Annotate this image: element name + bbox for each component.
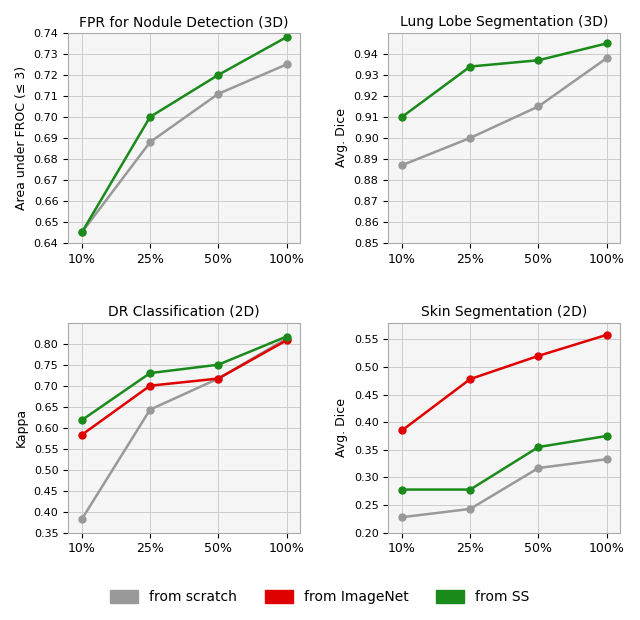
Title: Skin Segmentation (2D): Skin Segmentation (2D) [421, 305, 588, 319]
Y-axis label: Avg. Dice: Avg. Dice [335, 398, 348, 457]
Y-axis label: Avg. Dice: Avg. Dice [335, 108, 348, 167]
Legend: from scratch, from ImageNet, from SS: from scratch, from ImageNet, from SS [105, 585, 535, 610]
Title: FPR for Nodule Detection (3D): FPR for Nodule Detection (3D) [79, 15, 289, 29]
Title: Lung Lobe Segmentation (3D): Lung Lobe Segmentation (3D) [400, 15, 609, 29]
Y-axis label: Area under FROC (≤ 3): Area under FROC (≤ 3) [15, 66, 28, 210]
Title: DR Classification (2D): DR Classification (2D) [108, 305, 260, 319]
Y-axis label: Kappa: Kappa [15, 408, 28, 447]
